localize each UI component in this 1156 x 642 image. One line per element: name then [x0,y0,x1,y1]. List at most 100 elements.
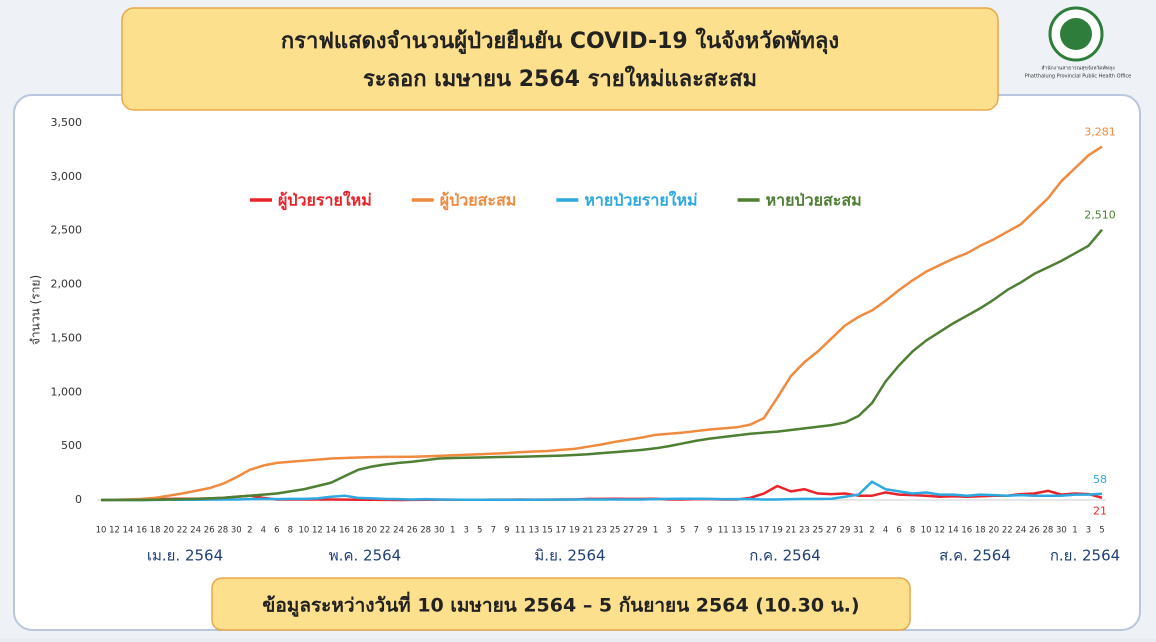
y-tick-label: 0 [75,493,82,506]
x-tick-label: 13 [528,526,539,536]
x-tick-label: 15 [542,526,553,536]
y-tick-label: 1,500 [51,331,83,344]
x-tick-label: 24 [393,526,404,536]
title-box [121,7,999,111]
x-tick-label: 25 [610,526,621,536]
y-tick-label: 3,500 [51,116,83,129]
value-label: 2,510 [1084,209,1116,222]
x-tick-label: 24 [1015,526,1026,536]
chart-title: ระลอก เมษายน 2564 รายใหม่และสะสม [363,65,757,92]
x-tick-label: 21 [583,526,594,536]
x-tick-label: 9 [504,526,509,536]
x-tick-label: 18 [975,526,986,536]
month-label: ก.ค. 2564 [749,547,821,565]
x-tick-label: 10 [96,526,107,536]
x-tick-label: 10 [298,526,309,536]
x-tick-label: 1 [653,526,658,536]
legend-label: หายป่วยสะสม [766,191,862,210]
legend-label: หายป่วยรายใหม่ [584,191,697,210]
x-tick-label: 28 [420,526,431,536]
x-tick-label: 6 [274,526,279,536]
y-tick-label: 2,500 [51,224,83,237]
x-tick-label: 26 [1029,526,1040,536]
x-tick-label: 18 [150,526,161,536]
value-label: 21 [1093,505,1107,518]
x-tick-label: 16 [339,526,350,536]
x-tick-label: 22 [1002,526,1013,536]
x-tick-label: 28 [217,526,228,536]
x-tick-label: 25 [813,526,824,536]
x-tick-label: 4 [883,526,888,536]
x-tick-label: 30 [1056,526,1067,536]
x-tick-label: 18 [353,526,364,536]
x-tick-label: 1 [450,526,455,536]
chart-title: กราฟแสดงจำนวนผู้ป่วยยืนยัน COVID-19 ในจั… [281,27,839,55]
logo [1060,18,1092,50]
x-tick-label: 30 [434,526,445,536]
x-tick-label: 8 [288,526,293,536]
month-label: ก.ย. 2564 [1050,547,1120,565]
x-tick-label: 20 [988,526,999,536]
month-label: พ.ค. 2564 [329,547,401,565]
series-line [101,480,1103,502]
footer-box [211,577,911,631]
month-label: มิ.ย. 2564 [534,547,605,565]
x-tick-label: 5 [477,526,482,536]
x-tick-label: 22 [177,526,188,536]
x-tick-label: 20 [163,526,174,536]
x-tick-label: 12 [109,526,120,536]
legend-label: ผู้ป่วยรายใหม่ [278,191,372,212]
x-tick-label: 31 [853,526,864,536]
x-tick-label: 23 [799,526,810,536]
x-tick-label: 11 [515,526,526,536]
y-axis-label: จำนวน (ราย) [29,275,43,345]
month-label: ส.ค. 2564 [939,547,1011,565]
x-tick-label: 5 [680,526,685,536]
x-tick-label: 13 [731,526,742,536]
x-tick-label: 14 [948,526,959,536]
x-tick-label: 7 [491,526,496,536]
x-tick-label: 19 [569,526,580,536]
x-tick-label: 14 [123,526,134,536]
x-tick-label: 27 [826,526,837,536]
x-tick-label: 23 [596,526,607,536]
footer: ข้อมูลระหว่างวันที่ 10 เมษายน 2564 – 5 ก… [262,592,859,618]
legend-label: ผู้ป่วยสะสม [440,191,517,212]
value-label: 3,281 [1084,126,1116,139]
x-tick-label: 7 [693,526,698,536]
x-tick-label: 1 [1072,526,1077,536]
series-line [100,145,1103,502]
x-tick-label: 6 [896,526,901,536]
x-tick-label: 2 [247,526,252,536]
x-tick-label: 14 [326,526,337,536]
x-tick-label: 29 [840,526,851,536]
y-tick-label: 500 [61,439,82,452]
x-tick-label: 21 [785,526,796,536]
x-tick-label: 8 [910,526,915,536]
x-tick-label: 22 [380,526,391,536]
y-tick-label: 1,000 [51,385,83,398]
x-tick-label: 3 [666,526,671,536]
x-tick-label: 2 [869,526,874,536]
month-label: เม.ย. 2564 [147,547,223,565]
x-tick-label: 15 [745,526,756,536]
x-tick-label: 24 [190,526,201,536]
x-tick-label: 19 [772,526,783,536]
x-tick-label: 26 [204,526,215,536]
x-tick-label: 29 [637,526,648,536]
x-tick-label: 26 [407,526,418,536]
x-tick-label: 4 [261,526,266,536]
x-tick-label: 28 [1042,526,1053,536]
x-tick-label: 12 [312,526,323,536]
series-line [101,228,1103,502]
x-tick-label: 27 [623,526,634,536]
x-tick-label: 16 [961,526,972,536]
x-tick-label: 12 [934,526,945,536]
value-label: 58 [1093,473,1107,486]
x-tick-label: 3 [464,526,469,536]
x-tick-label: 30 [231,526,242,536]
x-tick-label: 10 [921,526,932,536]
x-tick-label: 17 [758,526,769,536]
